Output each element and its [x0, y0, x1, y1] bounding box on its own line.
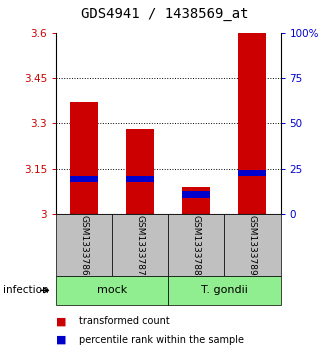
Bar [126, 176, 154, 183]
Bar [112, 214, 168, 276]
Bar [168, 214, 224, 276]
Text: GSM1333786: GSM1333786 [80, 215, 89, 276]
Text: GDS4941 / 1438569_at: GDS4941 / 1438569_at [81, 7, 249, 21]
Text: transformed count: transformed count [79, 316, 170, 326]
Text: mock: mock [97, 285, 127, 295]
Bar [70, 176, 98, 183]
Text: infection: infection [3, 285, 49, 295]
Text: GSM1333789: GSM1333789 [248, 215, 257, 276]
Bar [56, 276, 168, 305]
Bar [182, 192, 211, 197]
Bar [70, 102, 98, 214]
Text: GSM1333788: GSM1333788 [192, 215, 201, 276]
Bar [168, 276, 280, 305]
Text: percentile rank within the sample: percentile rank within the sample [79, 335, 244, 345]
Bar [126, 130, 154, 214]
Bar [182, 187, 211, 214]
Text: T. gondii: T. gondii [201, 285, 248, 295]
Bar [239, 33, 267, 214]
Bar [224, 214, 280, 276]
Text: ■: ■ [56, 316, 67, 326]
Bar [56, 214, 112, 276]
Text: GSM1333787: GSM1333787 [136, 215, 145, 276]
Bar [239, 170, 267, 176]
Text: ■: ■ [56, 335, 67, 345]
